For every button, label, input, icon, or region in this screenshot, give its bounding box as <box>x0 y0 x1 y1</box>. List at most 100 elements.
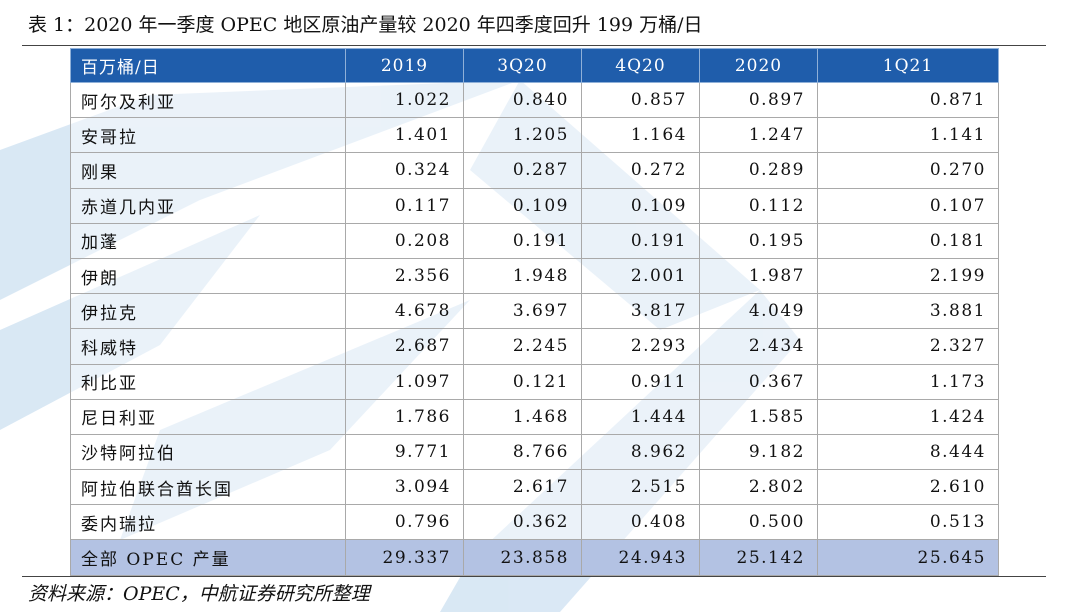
total-value-cell: 24.943 <box>581 539 700 576</box>
country-cell: 利比亚 <box>70 363 346 400</box>
value-cell: 0.121 <box>463 363 582 400</box>
value-cell: 0.208 <box>345 222 464 259</box>
value-cell: 0.500 <box>699 504 818 541</box>
country-cell: 委内瑞拉 <box>70 504 346 541</box>
value-cell: 0.857 <box>581 81 700 119</box>
value-cell: 1.401 <box>345 117 464 154</box>
column-header: 2020 <box>699 48 818 83</box>
value-cell: 1.205 <box>463 117 582 154</box>
bottom-rule <box>22 576 1046 577</box>
total-value-cell: 23.858 <box>463 539 582 576</box>
country-cell: 科威特 <box>70 328 346 365</box>
value-cell: 0.513 <box>817 504 999 541</box>
total-value-cell: 25.645 <box>817 539 999 576</box>
column-header: 4Q20 <box>581 48 700 83</box>
total-row: 全部 OPEC 产量 29.337 23.858 24.943 25.142 2… <box>70 539 999 576</box>
value-cell: 2.245 <box>463 328 582 365</box>
value-cell: 1.444 <box>581 398 700 435</box>
value-cell: 2.293 <box>581 328 700 365</box>
value-cell: 0.408 <box>581 504 700 541</box>
value-cell: 1.164 <box>581 117 700 154</box>
total-label-cell: 全部 OPEC 产量 <box>70 539 346 576</box>
value-cell: 0.109 <box>463 187 582 224</box>
value-cell: 2.687 <box>345 328 464 365</box>
value-cell: 0.117 <box>345 187 464 224</box>
value-cell: 2.617 <box>463 469 582 506</box>
value-cell: 0.109 <box>581 187 700 224</box>
value-cell: 3.094 <box>345 469 464 506</box>
value-cell: 3.697 <box>463 293 582 330</box>
value-cell: 1.585 <box>699 398 818 435</box>
value-cell: 0.191 <box>463 222 582 259</box>
country-cell: 伊朗 <box>70 257 346 295</box>
value-cell: 8.444 <box>817 433 999 471</box>
value-cell: 1.786 <box>345 398 464 435</box>
value-cell: 1.948 <box>463 257 582 295</box>
value-cell: 0.911 <box>581 363 700 400</box>
value-cell: 1.022 <box>345 81 464 119</box>
table-container: 百万桶/日 2019 3Q20 4Q20 2020 1Q21 阿尔及利亚 1.0… <box>70 48 999 576</box>
value-cell: 0.871 <box>817 81 999 119</box>
country-cell: 安哥拉 <box>70 117 346 154</box>
table-row: 委内瑞拉 0.796 0.362 0.408 0.500 0.513 <box>70 504 999 541</box>
table-row: 安哥拉 1.401 1.205 1.164 1.247 1.141 <box>70 117 999 154</box>
table-row: 刚果 0.324 0.287 0.272 0.289 0.270 <box>70 152 999 189</box>
table-row: 沙特阿拉伯 9.771 8.766 8.962 9.182 8.444 <box>70 433 999 471</box>
value-cell: 8.962 <box>581 433 700 471</box>
value-cell: 2.199 <box>817 257 999 295</box>
value-cell: 9.182 <box>699 433 818 471</box>
column-header: 百万桶/日 <box>70 48 346 83</box>
table-caption: 表 1：2020 年一季度 OPEC 地区原油产量较 2020 年四季度回升 1… <box>28 14 703 36</box>
value-cell: 0.897 <box>699 81 818 119</box>
value-cell: 0.191 <box>581 222 700 259</box>
value-cell: 0.289 <box>699 152 818 189</box>
country-cell: 沙特阿拉伯 <box>70 433 346 471</box>
table-row: 尼日利亚 1.786 1.468 1.444 1.585 1.424 <box>70 398 999 435</box>
column-header: 3Q20 <box>463 48 582 83</box>
value-cell: 1.424 <box>817 398 999 435</box>
table-row: 赤道几内亚 0.117 0.109 0.109 0.112 0.107 <box>70 187 999 224</box>
table-row: 阿尔及利亚 1.022 0.840 0.857 0.897 0.871 <box>70 81 999 119</box>
value-cell: 0.270 <box>817 152 999 189</box>
column-header: 1Q21 <box>817 48 999 83</box>
total-value-cell: 25.142 <box>699 539 818 576</box>
value-cell: 2.001 <box>581 257 700 295</box>
value-cell: 0.112 <box>699 187 818 224</box>
value-cell: 1.141 <box>817 117 999 154</box>
country-cell: 加蓬 <box>70 222 346 259</box>
value-cell: 8.766 <box>463 433 582 471</box>
column-header: 2019 <box>345 48 464 83</box>
table-header-row: 百万桶/日 2019 3Q20 4Q20 2020 1Q21 <box>70 48 999 83</box>
value-cell: 0.195 <box>699 222 818 259</box>
value-cell: 0.840 <box>463 81 582 119</box>
value-cell: 2.356 <box>345 257 464 295</box>
value-cell: 9.771 <box>345 433 464 471</box>
value-cell: 0.796 <box>345 504 464 541</box>
value-cell: 1.247 <box>699 117 818 154</box>
table-row: 科威特 2.687 2.245 2.293 2.434 2.327 <box>70 328 999 365</box>
country-cell: 刚果 <box>70 152 346 189</box>
value-cell: 0.272 <box>581 152 700 189</box>
total-value-cell: 29.337 <box>345 539 464 576</box>
value-cell: 3.817 <box>581 293 700 330</box>
value-cell: 4.678 <box>345 293 464 330</box>
table-row: 伊朗 2.356 1.948 2.001 1.987 2.199 <box>70 257 999 295</box>
country-cell: 阿尔及利亚 <box>70 81 346 119</box>
value-cell: 2.327 <box>817 328 999 365</box>
opec-production-table: 百万桶/日 2019 3Q20 4Q20 2020 1Q21 阿尔及利亚 1.0… <box>70 48 999 576</box>
value-cell: 0.107 <box>817 187 999 224</box>
country-cell: 赤道几内亚 <box>70 187 346 224</box>
table-row: 加蓬 0.208 0.191 0.191 0.195 0.181 <box>70 222 999 259</box>
value-cell: 1.173 <box>817 363 999 400</box>
value-cell: 1.468 <box>463 398 582 435</box>
top-rule <box>22 45 1046 46</box>
value-cell: 0.324 <box>345 152 464 189</box>
value-cell: 4.049 <box>699 293 818 330</box>
value-cell: 0.362 <box>463 504 582 541</box>
value-cell: 2.434 <box>699 328 818 365</box>
value-cell: 1.097 <box>345 363 464 400</box>
table-row: 利比亚 1.097 0.121 0.911 0.367 1.173 <box>70 363 999 400</box>
value-cell: 2.515 <box>581 469 700 506</box>
value-cell: 2.802 <box>699 469 818 506</box>
value-cell: 0.367 <box>699 363 818 400</box>
